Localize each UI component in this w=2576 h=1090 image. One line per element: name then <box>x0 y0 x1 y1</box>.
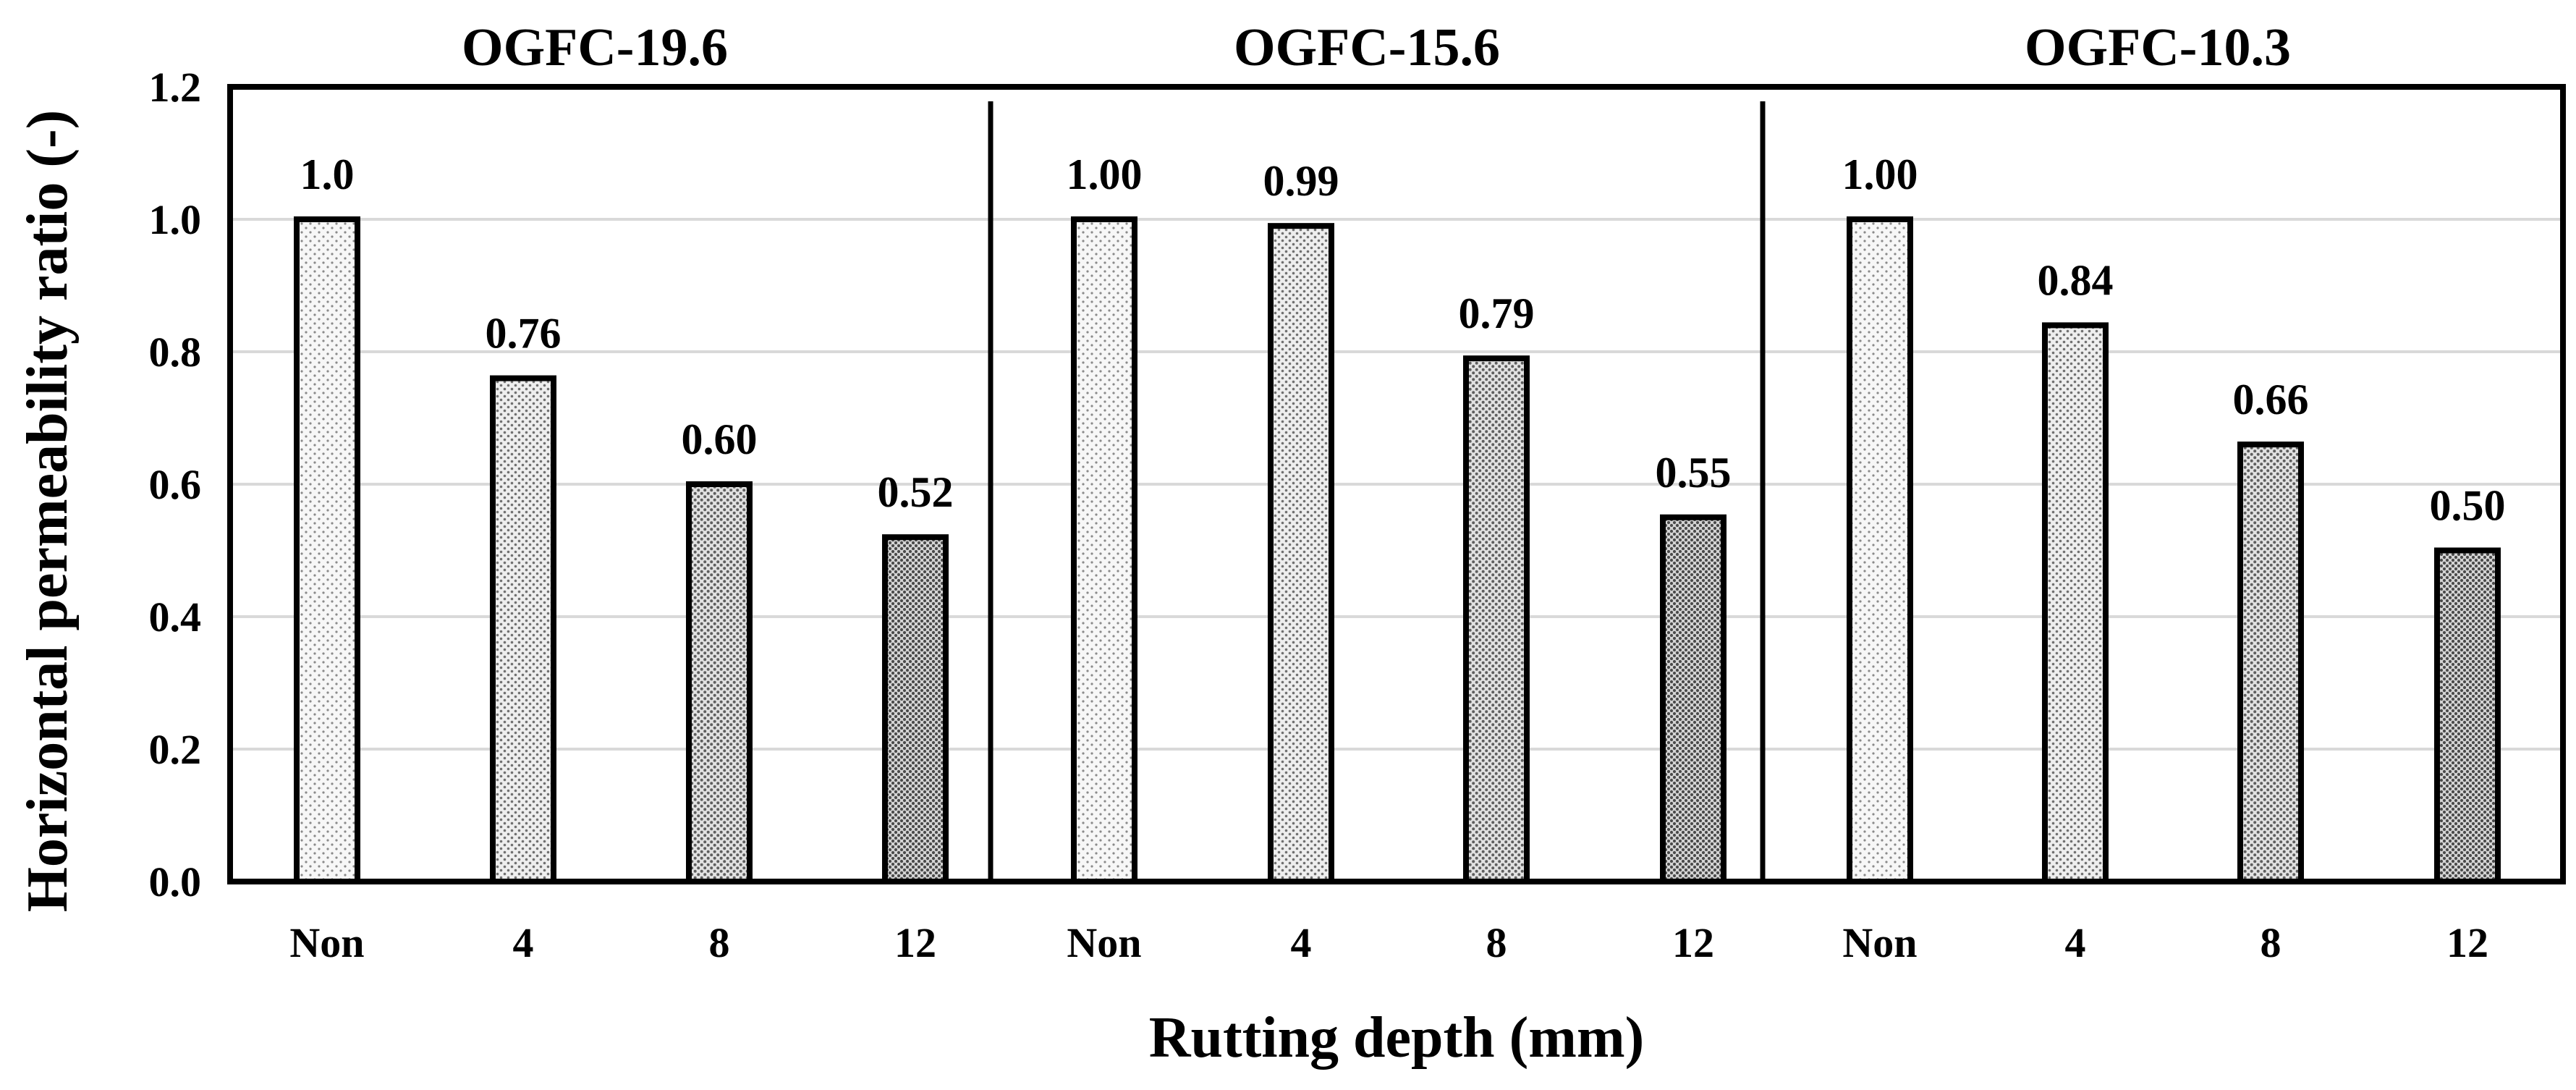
x-axis-title: Rutting depth (mm) <box>1149 1006 1644 1070</box>
x-tick-label: Non <box>289 919 364 966</box>
y-tick-label: 0.6 <box>149 461 202 508</box>
group-title-ogfc-15-6: OGFC-15.6 <box>1234 18 1500 77</box>
data-label: 0.79 <box>1459 290 1535 337</box>
data-label: 1.0 <box>300 151 355 198</box>
y-tick-label: 1.2 <box>149 64 202 111</box>
data-label: 1.00 <box>1842 151 1918 198</box>
gridlines <box>230 218 2563 751</box>
plot-area-border <box>227 84 2566 884</box>
y-tick-label: 0.0 <box>149 858 202 905</box>
data-label: 0.66 <box>2233 376 2309 423</box>
y-tick-label: 0.8 <box>149 329 202 376</box>
bars <box>294 216 2501 884</box>
bar-ogfc-10-3-non <box>1847 216 1913 884</box>
y-tick-label: 0.2 <box>149 726 202 773</box>
bar-ogfc-19-6-4 <box>490 375 556 884</box>
x-tick-label: 4 <box>2065 919 2086 966</box>
data-label: 1.00 <box>1067 151 1143 198</box>
data-label: 0.99 <box>1263 157 1339 205</box>
y-tick-label: 1.0 <box>149 196 202 243</box>
bar-ogfc-10-3-4 <box>2042 322 2109 884</box>
group-title-ogfc-19-6: OGFC-19.6 <box>462 18 728 77</box>
group-title-ogfc-10-3: OGFC-10.3 <box>2025 18 2291 77</box>
x-tick-label: 12 <box>2446 919 2488 966</box>
data-label: 0.55 <box>1656 449 1732 497</box>
bar-ogfc-19-6-12 <box>882 534 949 884</box>
x-tick-label: 4 <box>1291 919 1312 966</box>
bar-ogfc-19-6-8 <box>686 481 753 884</box>
plot-frame <box>227 84 2566 884</box>
x-tick-label: 4 <box>513 919 534 966</box>
data-label: 0.60 <box>682 415 758 463</box>
x-tick-label: 12 <box>1672 919 1714 966</box>
x-tick-label: 8 <box>2261 919 2281 966</box>
y-axis-title: Horizontal permeability ratio (-) <box>16 110 80 913</box>
data-label: 0.52 <box>878 468 954 516</box>
bar-ogfc-15-6-12 <box>1660 514 1726 884</box>
data-label: 0.84 <box>2038 256 2114 304</box>
data-labels: 1.0 0.76 0.60 0.52 1.00 0.99 0.79 0.55 1.00 0.84 0… <box>300 151 2506 530</box>
bar-ogfc-15-6-8 <box>1463 355 1530 884</box>
bar-ogfc-10-3-12 <box>2434 547 2501 884</box>
bar-ogfc-15-6-non <box>1071 216 1137 884</box>
x-tick-label: 12 <box>894 919 936 966</box>
y-tick-label: 0.4 <box>149 593 202 641</box>
bar-ogfc-10-3-8 <box>2237 442 2304 884</box>
x-tick-label: 8 <box>709 919 730 966</box>
data-label: 0.76 <box>486 310 562 358</box>
axis-ticks: 0.0 0.2 0.4 0.6 0.8 1.0 1.2 Non 4 8 12 Non 4 8 12 Non 4 8… <box>149 64 2489 966</box>
x-tick-label: 8 <box>1486 919 1507 966</box>
x-tick-label: Non <box>1067 919 1141 966</box>
bar-ogfc-19-6-non <box>294 216 360 884</box>
data-label: 0.50 <box>2430 482 2506 530</box>
bar-ogfc-15-6-4 <box>1268 223 1334 884</box>
x-tick-label: Non <box>1842 919 1917 966</box>
